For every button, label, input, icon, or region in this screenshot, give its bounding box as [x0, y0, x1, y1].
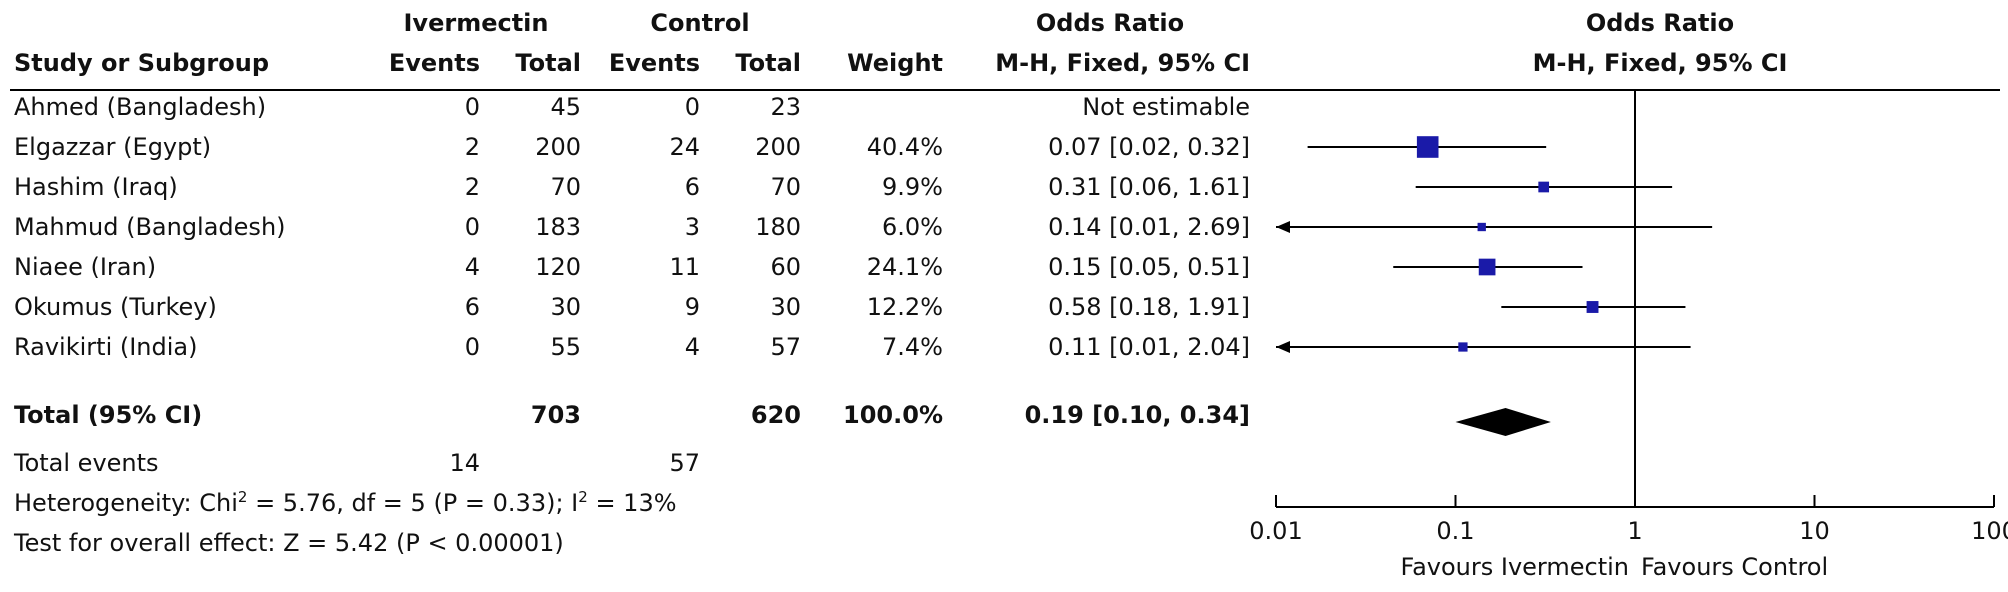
- method-header: M-H, Fixed, 95% CI: [995, 49, 1250, 77]
- x-tick-label: 0.1: [1436, 517, 1474, 545]
- x-tick-label: 0.01: [1249, 517, 1302, 545]
- total2-cell: 57: [770, 333, 801, 361]
- weight-cell: 12.2%: [866, 293, 943, 321]
- x-tick-label: 100: [1971, 517, 2008, 545]
- ci-cell: 0.15 [0.05, 0.51]: [1048, 253, 1250, 281]
- events2-header: Events: [608, 49, 700, 77]
- ci-cell: 0.14 [0.01, 2.69]: [1048, 213, 1250, 241]
- favours-right-label: Favours Control: [1641, 553, 1828, 581]
- study-name: Niaee (Iran): [14, 253, 157, 281]
- odds-ratio-header: Odds Ratio: [1035, 9, 1185, 37]
- events1-cell: 2: [464, 173, 480, 201]
- weight-header: Weight: [847, 49, 943, 77]
- study-name: Hashim (Iraq): [14, 173, 178, 201]
- events2-cell: 3: [684, 213, 700, 241]
- heterogeneity-text: Heterogeneity: Chi2 = 5.76, df = 5 (P = …: [14, 488, 677, 517]
- weight-cell: 24.1%: [866, 253, 943, 281]
- total1-header: Total: [515, 49, 581, 77]
- total1-cell: 45: [550, 93, 581, 121]
- effect-marker: [1477, 222, 1486, 232]
- total-events-label: Total events: [14, 449, 159, 477]
- events1-cell: 0: [464, 93, 480, 121]
- weight-cell: 6.0%: [882, 213, 943, 241]
- effect-marker: [1416, 136, 1439, 158]
- total2-cell: 23: [770, 93, 801, 121]
- x-tick-label: 10: [1799, 517, 1830, 545]
- total-weight: 100.0%: [843, 401, 943, 429]
- plot-method-header: M-H, Fixed, 95% CI: [1532, 49, 1788, 77]
- effect-marker: [1478, 258, 1496, 276]
- events1-cell: 0: [464, 333, 480, 361]
- events2-cell: 11: [669, 253, 700, 281]
- total1-cell: 55: [550, 333, 581, 361]
- study-name: Ravikirti (India): [14, 333, 198, 361]
- total-n2: 620: [750, 401, 801, 429]
- total-label: Total (95% CI): [14, 401, 203, 429]
- events1-header: Events: [388, 49, 480, 77]
- events2-cell: 4: [684, 333, 700, 361]
- weight-cell: 9.9%: [882, 173, 943, 201]
- total-events-1: 14: [449, 449, 480, 477]
- total1-cell: 183: [535, 213, 581, 241]
- favours-left-label: Favours Ivermectin: [1400, 553, 1629, 581]
- events1-cell: 6: [464, 293, 480, 321]
- total-n1: 703: [530, 401, 581, 429]
- group1-header: Ivermectin: [403, 9, 549, 37]
- total1-cell: 30: [550, 293, 581, 321]
- group2-header: Control: [650, 9, 750, 37]
- effect-marker: [1458, 342, 1468, 352]
- study-header: Study or Subgroup: [14, 49, 270, 77]
- total2-cell: 60: [770, 253, 801, 281]
- total2-cell: 200: [755, 133, 801, 161]
- total1-cell: 70: [550, 173, 581, 201]
- study-name: Ahmed (Bangladesh): [14, 93, 267, 121]
- ci-arrow: [1276, 221, 1290, 233]
- total2-cell: 70: [770, 173, 801, 201]
- events1-cell: 0: [464, 213, 480, 241]
- total-ci: 0.19 [0.10, 0.34]: [1024, 401, 1250, 429]
- events1-cell: 4: [464, 253, 480, 281]
- ci-cell: 0.07 [0.02, 0.32]: [1048, 133, 1250, 161]
- pooled-diamond: [1455, 408, 1551, 436]
- ci-cell: Not estimable: [1082, 93, 1250, 121]
- events2-cell: 24: [669, 133, 700, 161]
- total2-cell: 30: [770, 293, 801, 321]
- ci-arrow: [1276, 341, 1290, 353]
- study-name: Elgazzar (Egypt): [14, 133, 212, 161]
- events2-cell: 9: [684, 293, 700, 321]
- study-name: Okumus (Turkey): [14, 293, 217, 321]
- total1-cell: 120: [535, 253, 581, 281]
- overall-effect-text: Test for overall effect: Z = 5.42 (P < 0…: [14, 529, 564, 557]
- total2-cell: 180: [755, 213, 801, 241]
- ci-cell: 0.58 [0.18, 1.91]: [1048, 293, 1250, 321]
- weight-cell: 40.4%: [866, 133, 943, 161]
- study-name: Mahmud (Bangladesh): [14, 213, 286, 241]
- ci-cell: 0.31 [0.06, 1.61]: [1048, 173, 1250, 201]
- weight-cell: 7.4%: [882, 333, 943, 361]
- events2-cell: 0: [684, 93, 700, 121]
- x-tick-label: 1: [1627, 517, 1642, 545]
- total1-cell: 200: [535, 133, 581, 161]
- events1-cell: 2: [464, 133, 480, 161]
- events2-cell: 6: [684, 173, 700, 201]
- total2-header: Total: [735, 49, 801, 77]
- plot-title: Odds Ratio: [1585, 9, 1735, 37]
- total-events-2: 57: [669, 449, 700, 477]
- effect-marker: [1586, 301, 1599, 313]
- ci-cell: 0.11 [0.01, 2.04]: [1048, 333, 1250, 361]
- effect-marker: [1538, 181, 1550, 193]
